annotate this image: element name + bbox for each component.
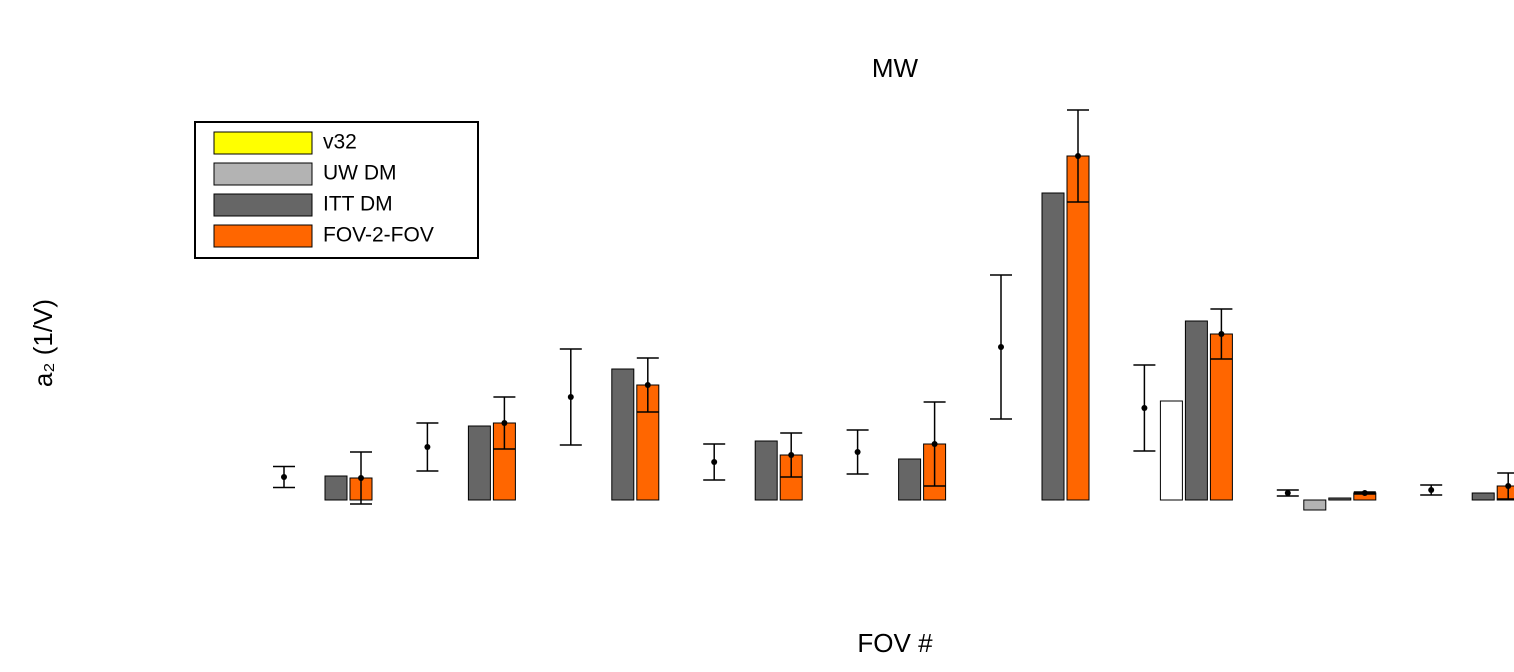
legend-swatch: [213, 193, 313, 217]
bar: [1328, 497, 1352, 501]
legend-swatch: [213, 131, 313, 155]
legend-label: ITT DM: [323, 193, 393, 216]
legend-label: v32: [323, 131, 357, 154]
point: [931, 441, 938, 447]
legend-swatch: [213, 224, 313, 248]
bar: [1184, 320, 1208, 501]
point: [1141, 405, 1148, 411]
point: [1361, 490, 1368, 496]
bar: [1303, 499, 1327, 511]
y-axis-label: a₂ (1/V): [28, 299, 58, 387]
bar: [1496, 485, 1514, 501]
point: [711, 459, 718, 465]
legend-swatch: [213, 162, 313, 186]
bar: [611, 368, 635, 501]
bar: [754, 440, 778, 501]
point: [644, 382, 651, 388]
bar: [1041, 192, 1065, 501]
bar: [1471, 492, 1495, 501]
point: [358, 475, 364, 481]
point: [424, 444, 431, 450]
bar: [1066, 155, 1090, 501]
point: [567, 394, 574, 400]
point: [1218, 331, 1225, 337]
point: [1505, 483, 1512, 489]
point: [1428, 487, 1435, 493]
point: [998, 344, 1004, 350]
point: [1075, 153, 1081, 159]
point: [1284, 490, 1291, 496]
chart-title: MW: [872, 53, 919, 83]
bar: [467, 425, 491, 501]
legend-label: UW DM: [323, 162, 396, 185]
point: [281, 474, 287, 480]
bar: [324, 475, 348, 501]
x-axis-label: FOV #: [857, 628, 933, 658]
point: [501, 420, 508, 426]
bar: [898, 458, 922, 501]
point: [788, 452, 795, 458]
point: [854, 449, 861, 455]
legend-label: FOV-2-FOV: [323, 224, 434, 247]
bar: [1159, 400, 1183, 501]
